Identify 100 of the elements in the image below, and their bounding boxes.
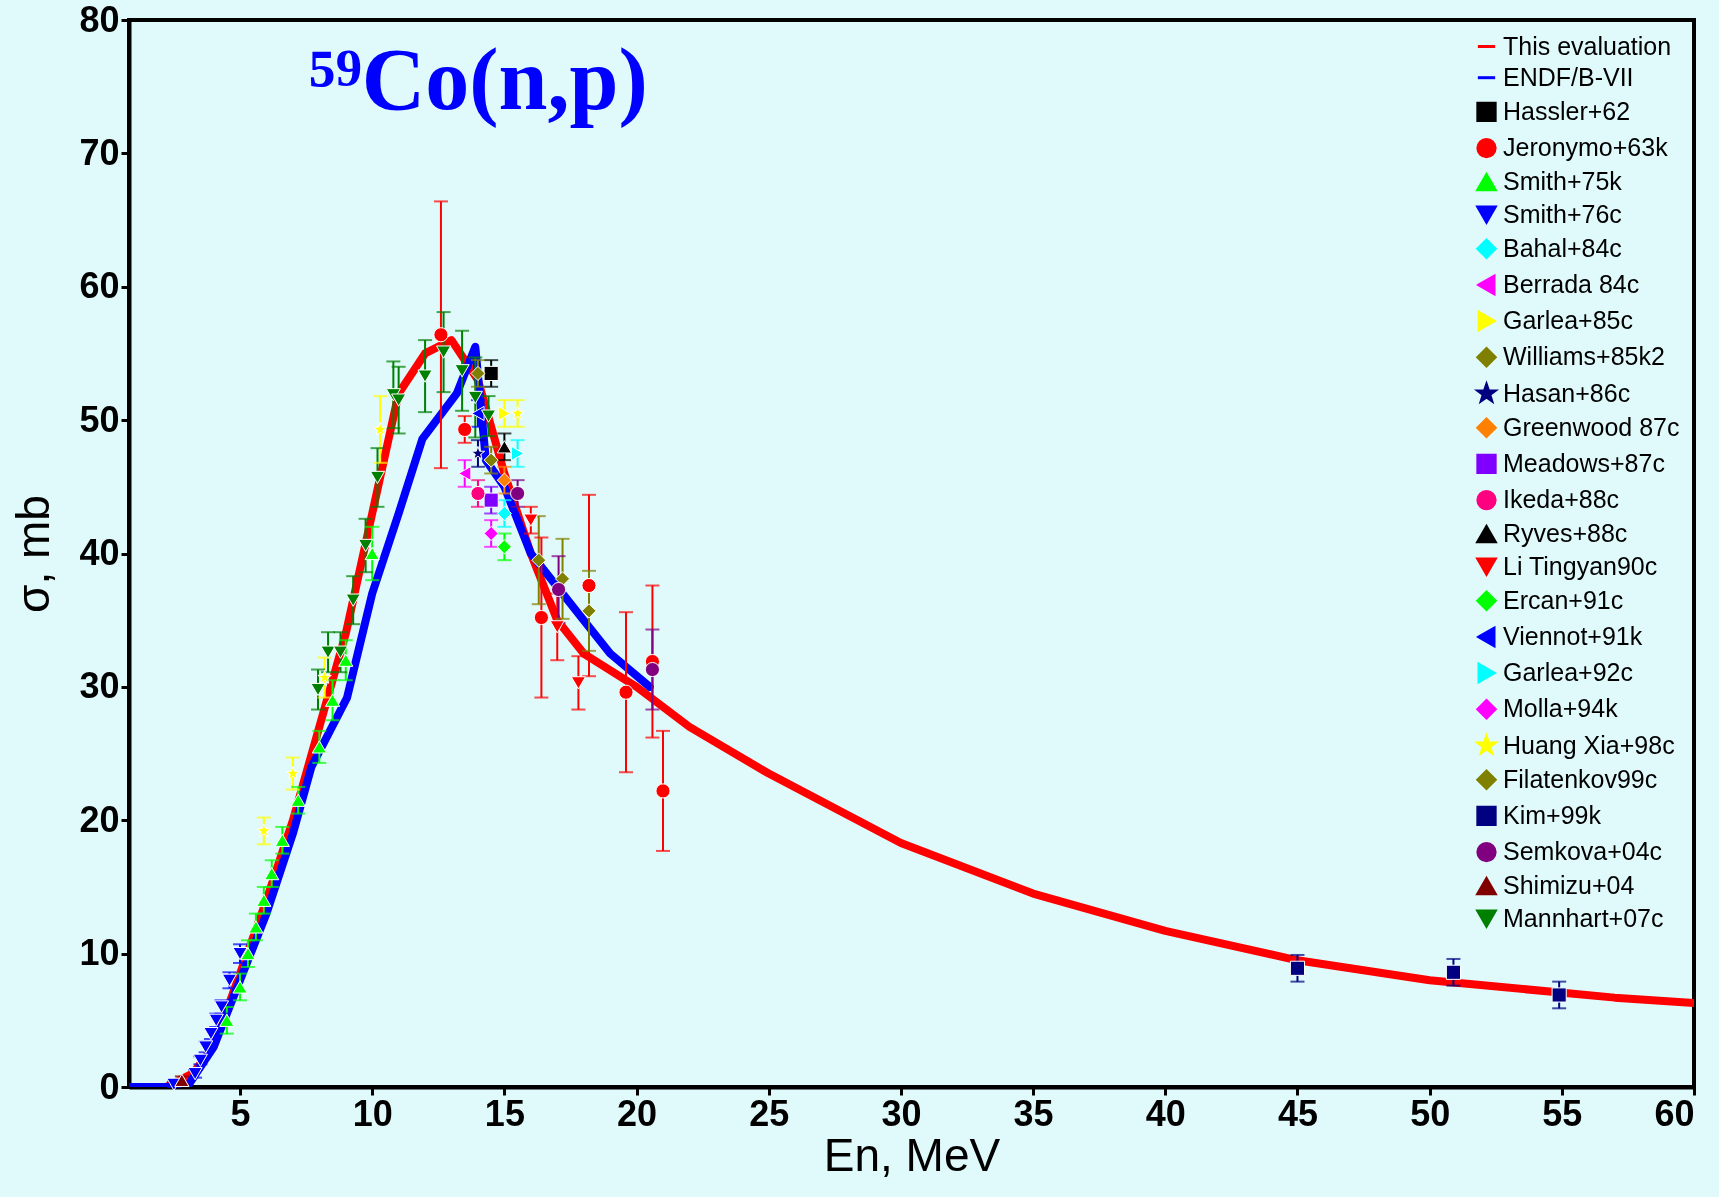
- point: [324, 693, 341, 707]
- legend-label: Hassler+62: [1503, 96, 1631, 125]
- point: [510, 485, 526, 502]
- point: [417, 369, 433, 383]
- legend-label: This evaluation: [1503, 31, 1672, 60]
- legend-label: Mannhart+07c: [1503, 903, 1664, 932]
- point: [496, 440, 512, 454]
- legend-label: Meadows+87c: [1503, 448, 1665, 477]
- legend-label: Ikeda+88c: [1503, 485, 1620, 514]
- point: [311, 740, 327, 754]
- point: [285, 766, 301, 780]
- point: [581, 603, 597, 619]
- point: [320, 645, 336, 659]
- point: [240, 947, 256, 961]
- point: [467, 390, 483, 405]
- point: [510, 445, 525, 462]
- legend-label: Bahal+84c: [1503, 233, 1622, 262]
- point: [458, 465, 472, 482]
- point: [549, 620, 565, 634]
- legend-label: Huang Xia+98c: [1503, 730, 1675, 759]
- y-tick-label: 10: [79, 932, 120, 974]
- point: [483, 452, 499, 468]
- point: [470, 485, 486, 502]
- point: [454, 364, 470, 378]
- point: [274, 833, 290, 847]
- y-tick-label: 0: [99, 1065, 120, 1107]
- legend-label: Molla+94k: [1503, 694, 1619, 723]
- point: [219, 1013, 235, 1027]
- x-tick-label: 5: [230, 1092, 251, 1134]
- point: [483, 525, 499, 542]
- point: [533, 609, 549, 626]
- point: [264, 866, 280, 881]
- point: [496, 505, 512, 522]
- x-tick-label: 50: [1410, 1092, 1451, 1134]
- point: [570, 676, 586, 690]
- point: [510, 405, 525, 420]
- point: [655, 783, 671, 799]
- legend-label: Kim+99k: [1503, 800, 1602, 829]
- point: [436, 345, 452, 359]
- x-tick-label: 40: [1145, 1092, 1186, 1134]
- legend-label: Li Tingyan90c: [1503, 551, 1658, 580]
- point: [391, 393, 407, 407]
- x-tick-label: 25: [749, 1092, 790, 1134]
- point: [338, 653, 354, 667]
- point: [496, 539, 512, 555]
- point: [1289, 960, 1306, 976]
- point: [290, 793, 306, 807]
- legend-label: Ercan+91c: [1503, 585, 1624, 614]
- x-tick-label: 60: [1654, 1092, 1695, 1134]
- point: [551, 581, 567, 598]
- y-tick-label: 20: [79, 798, 120, 840]
- point: [618, 684, 634, 700]
- legend-label: Smith+76c: [1503, 199, 1622, 228]
- legend-label: Semkova+04c: [1503, 837, 1663, 866]
- legend-label: ENDF/B-VII: [1503, 62, 1634, 91]
- legend-label: Garlea+85c: [1503, 306, 1633, 335]
- point: [496, 472, 512, 488]
- point: [332, 645, 349, 659]
- legend-label: Shimizu+04: [1503, 871, 1635, 900]
- point: [256, 823, 272, 838]
- point: [457, 421, 473, 438]
- point: [310, 682, 326, 697]
- x-tick-label: 15: [484, 1092, 525, 1134]
- x-tick-label: 35: [1013, 1092, 1054, 1134]
- point: [1445, 964, 1462, 980]
- point: [480, 409, 497, 423]
- point: [581, 577, 597, 594]
- legend-label: Williams+85k2: [1503, 342, 1665, 371]
- legend-label: Smith+75k: [1503, 167, 1623, 196]
- point: [372, 421, 388, 436]
- x-tick-label: 20: [617, 1092, 658, 1134]
- point: [317, 669, 332, 684]
- legend-label: Hasan+86c: [1503, 378, 1631, 407]
- legend-label: Jeronymo+63k: [1503, 133, 1669, 162]
- x-tick-label: 45: [1277, 1092, 1318, 1134]
- point: [248, 920, 264, 934]
- point: [531, 552, 547, 568]
- point: [364, 546, 380, 561]
- legend-label: Ryves+88c: [1503, 519, 1628, 548]
- point: [256, 893, 272, 907]
- point: [1551, 987, 1567, 1003]
- point: [232, 947, 248, 961]
- point: [345, 593, 361, 607]
- y-axis-title: σ, mb: [7, 495, 60, 613]
- point: [232, 980, 248, 994]
- point: [483, 365, 499, 382]
- point: [470, 365, 486, 382]
- y-tick-label: 30: [79, 665, 120, 707]
- x-tick-label: 55: [1542, 1092, 1583, 1134]
- point: [523, 513, 539, 527]
- y-tick-label: 70: [79, 131, 120, 173]
- legend-label: Greenwood 87c: [1503, 412, 1680, 441]
- chart-title: ⁵⁹Co(n,p): [309, 31, 648, 128]
- point: [470, 445, 486, 460]
- y-tick-label: 60: [79, 265, 120, 307]
- legend-label: Viennot+91k: [1503, 621, 1643, 650]
- point: [433, 327, 449, 343]
- point: [554, 571, 571, 587]
- legend-label: Berrada 84c: [1503, 269, 1640, 298]
- y-tick-label: 80: [79, 0, 120, 40]
